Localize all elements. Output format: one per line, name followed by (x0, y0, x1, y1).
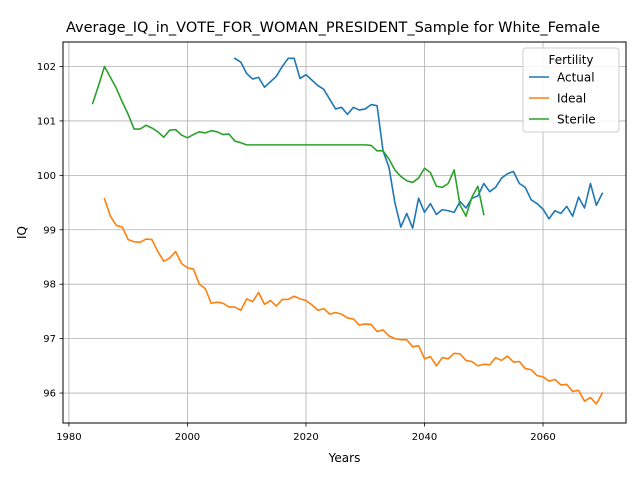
y-axis-label: IQ (15, 226, 29, 239)
x-axis-label: Years (328, 451, 361, 465)
y-tick-label: 98 (43, 280, 56, 291)
x-tick-label: 2060 (530, 432, 555, 443)
x-tick-label: 2020 (293, 432, 318, 443)
y-tick-label: 99 (43, 225, 56, 236)
y-tick-label: 97 (43, 334, 56, 345)
axis-ticks: 1980 2000 2020 2040 2060 96 97 98 99 100 101 102 (37, 62, 556, 443)
x-tick-label: 2000 (175, 432, 200, 443)
legend-label-sterile: Sterile (557, 113, 596, 127)
x-tick-label: 2040 (412, 432, 437, 443)
plot-area-frame (62, 41, 627, 424)
y-tick-label: 96 (43, 389, 56, 400)
legend-title: Fertility (548, 53, 593, 67)
y-tick-label: 102 (37, 62, 56, 73)
x-tick-label: 1980 (56, 432, 81, 443)
chart-title: Average_IQ_in_VOTE_FOR_WOMAN_PRESIDENT_S… (66, 20, 600, 36)
legend: Fertility Actual Ideal Sterile (522, 47, 620, 133)
series-line-ideal (103, 197, 604, 405)
legend-box (522, 47, 620, 133)
series-line-sterile (91, 65, 485, 217)
y-tick-label: 101 (37, 116, 56, 127)
legend-entries: Actual Ideal Sterile (529, 71, 596, 127)
series-line-actual (233, 57, 604, 229)
legend-label-ideal: Ideal (557, 92, 586, 106)
y-tick-label: 100 (37, 171, 56, 182)
series-lines (91, 57, 604, 405)
legend-label-actual: Actual (557, 71, 595, 85)
